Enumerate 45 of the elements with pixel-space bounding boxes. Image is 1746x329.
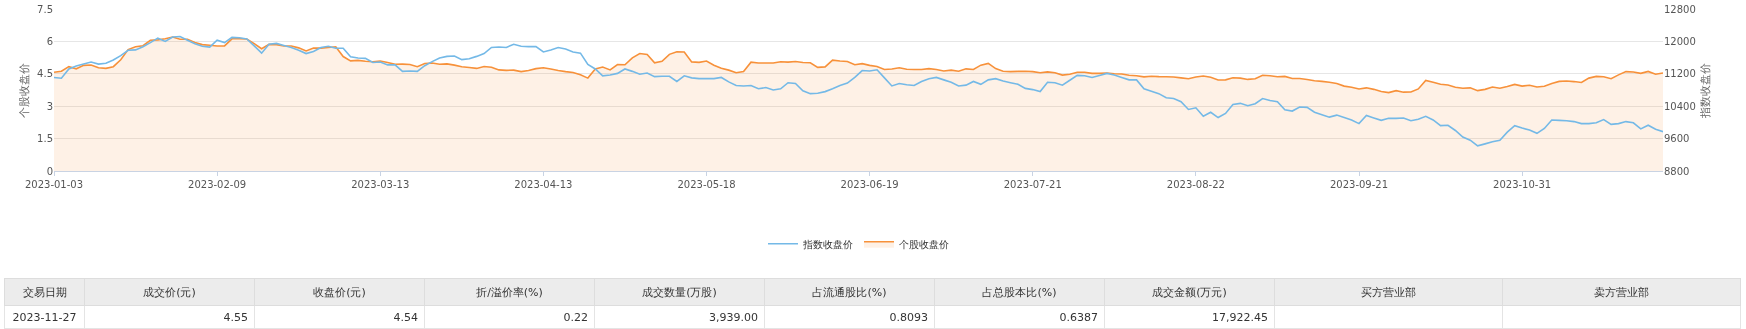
y2-axis-title: 指数收盘价 (1699, 62, 1713, 119)
x-tick-label: 2023-10-31 (1493, 179, 1552, 190)
text: 卖方营业部 (1502, 278, 1741, 306)
y2-tick-label: 9600 (1664, 133, 1690, 145)
legend-label: 指数收盘价 (802, 238, 853, 250)
text: 交易日期 (4, 278, 85, 306)
legend-label: 个股收盘价 (899, 238, 949, 250)
y2-tick-label: 10400 (1664, 100, 1696, 112)
text: 0.8093 (764, 305, 935, 329)
y-tick-label: 3 (46, 100, 53, 112)
y-tick-label: 4.5 (37, 68, 53, 80)
text: 4.55 (84, 305, 255, 329)
y2-tick-label: 11200 (1664, 68, 1696, 80)
text: 成交金额(万元) (1104, 278, 1275, 306)
text: 占流通股比(%) (764, 278, 935, 306)
y2-tick-label: 12800 (1664, 3, 1696, 15)
text: 2023-11-27 (4, 305, 85, 329)
text: 成交数量(万股) (594, 278, 765, 306)
y-tick-label: 1.5 (37, 133, 53, 145)
x-tick-label: 2023-03-13 (351, 179, 410, 190)
y-tick-label: 0 (46, 165, 53, 177)
y-axis-title: 个股收盘价 (17, 62, 31, 118)
x-tick-label: 2023-07-21 (1003, 179, 1062, 190)
text: 折/溢价率(%) (424, 278, 595, 306)
x-tick-label: 2023-01-03 (24, 179, 84, 190)
x-tick-label: 2023-05-18 (677, 179, 736, 190)
text: 0.6387 (934, 305, 1105, 329)
text: 4.54 (254, 305, 425, 329)
x-tick-label: 2023-04-13 (514, 179, 573, 190)
y2-tick-label: 12000 (1664, 35, 1696, 47)
y2-tick-label: 8800 (1664, 165, 1690, 177)
text: 占总股本比(%) (934, 278, 1105, 306)
text: 3,939.00 (594, 305, 765, 329)
x-tick-label: 2023-02-09 (188, 179, 247, 190)
x-tick-label: 2023-09-21 (1329, 179, 1389, 190)
text: 买方营业部 (1274, 278, 1503, 306)
line-series (54, 35, 1663, 147)
y-tick-label: 6 (46, 35, 53, 47)
text: 0.22 (424, 305, 595, 329)
y-tick-label: 7.5 (37, 3, 53, 15)
x-tick-label: 2023-08-22 (1166, 179, 1225, 190)
text: 17,922.45 (1104, 305, 1275, 329)
x-tick-label: 2023-06-19 (840, 179, 899, 190)
text: 成交价(元) (84, 278, 255, 306)
text: 收盘价(元) (254, 278, 425, 306)
